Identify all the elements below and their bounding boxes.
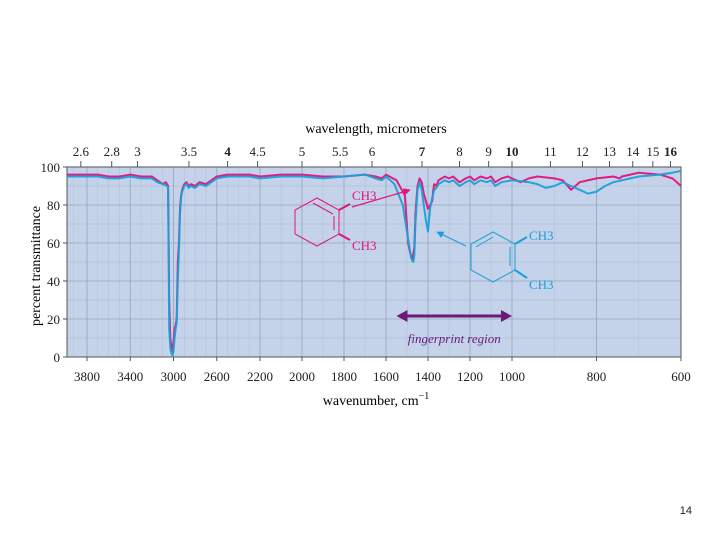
x-tick-label: 3400 <box>117 369 143 384</box>
ortho-inner-bond-1 <box>312 202 334 215</box>
x-tick-label: 2200 <box>247 369 273 384</box>
meta-inner-bond-1 <box>475 236 494 248</box>
x-axis-title: wavenumber, cm−1 <box>323 391 430 409</box>
ortho-bond-bottom <box>338 233 351 241</box>
top-tick-label: 2.6 <box>73 144 90 159</box>
x-tick-label: 600 <box>671 369 691 384</box>
series-line-meta-xylene <box>67 169 682 357</box>
ortho-pointer-arrow <box>351 188 411 208</box>
top-tick-label: 4 <box>224 144 231 159</box>
ortho-bond-top <box>338 203 351 211</box>
y-tick-label: 0 <box>54 350 61 365</box>
top-tick-label: 13 <box>603 144 616 159</box>
top-tick-label: 3.5 <box>181 144 197 159</box>
top-tick-label: 5.5 <box>332 144 348 159</box>
top-tick-label: 9 <box>485 144 492 159</box>
y-tick-label: 60 <box>47 236 60 251</box>
top-tick-label: 7 <box>419 144 426 159</box>
y-tick-label: 80 <box>47 198 60 213</box>
x-axis-title-superscript: −1 <box>419 391 430 402</box>
meta-bond-bottom <box>514 269 528 279</box>
top-tick-label: 4.5 <box>249 144 265 159</box>
meta-methyl-label-2: CH3 <box>529 277 554 292</box>
x-axis-tick-labels: 3800 3400 3000 2600 2200 2000 1800 1600 1400 1200… <box>74 357 691 384</box>
fingerprint-region-arrow <box>396 310 512 322</box>
x-tick-label: 1600 <box>373 369 399 384</box>
top-tick-label: 8 <box>456 144 463 159</box>
top-tick-label: 11 <box>544 144 557 159</box>
meta-methyl-label-1: CH3 <box>529 228 554 243</box>
top-tick-label: 16 <box>664 144 678 159</box>
ortho-methyl-label-2: CH3 <box>352 238 377 253</box>
top-tick-label: 3 <box>134 144 141 159</box>
fingerprint-region-label: fingerprint region <box>408 331 501 346</box>
ortho-xylene-structure <box>294 197 351 247</box>
page-number: 14 <box>679 505 692 517</box>
top-tick-label: 10 <box>506 144 519 159</box>
top-tick-label: 6 <box>369 144 376 159</box>
top-axis-title: wavelength, micrometers <box>305 122 447 137</box>
x-tick-label: 1000 <box>499 369 525 384</box>
top-tick-label: 2.8 <box>104 144 120 159</box>
x-tick-label: 1200 <box>457 369 483 384</box>
top-tick-label: 12 <box>576 144 589 159</box>
x-tick-label: 1400 <box>415 369 441 384</box>
meta-bond-top <box>514 236 528 245</box>
x-tick-label: 3800 <box>74 369 100 384</box>
y-axis-tick-labels: 0 20 40 60 80 100 <box>41 160 67 365</box>
meta-xylene-structure <box>470 231 528 283</box>
y-tick-label: 40 <box>47 274 60 289</box>
top-tick-label: 14 <box>626 144 640 159</box>
y-axis-title: percent transmittance <box>29 206 44 326</box>
x-tick-label: 800 <box>587 369 607 384</box>
fingerprint-arrowhead-right <box>501 310 512 322</box>
top-axis-ticks: 2.6 2.8 3 3.5 4 4.5 5 5.5 6 7 8 9 10 11 12 13 14 15 16 <box>73 144 678 167</box>
x-tick-label: 3000 <box>161 369 187 384</box>
ortho-methyl-label-1: CH3 <box>352 188 377 203</box>
series-group <box>67 169 682 357</box>
meta-pointer-arrow <box>436 231 467 247</box>
x-tick-label: 2600 <box>204 369 230 384</box>
top-tick-label: 15 <box>646 144 659 159</box>
x-tick-label: 2000 <box>289 369 315 384</box>
x-tick-label: 1800 <box>331 369 357 384</box>
y-tick-label: 100 <box>41 160 61 175</box>
fingerprint-arrowhead-left <box>396 310 408 322</box>
y-tick-label: 20 <box>47 312 60 327</box>
x-axis-title-text: wavenumber, cm <box>323 394 419 409</box>
plot-border <box>66 166 682 358</box>
top-tick-label: 5 <box>299 144 306 159</box>
